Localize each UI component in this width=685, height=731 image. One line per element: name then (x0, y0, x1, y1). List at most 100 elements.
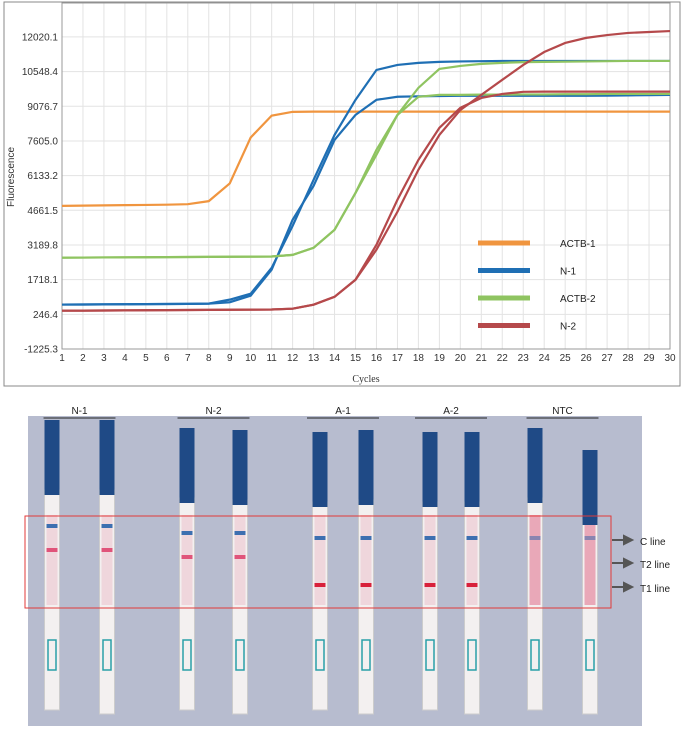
test-band (181, 555, 193, 559)
x-tick-label: 7 (185, 353, 191, 364)
x-axis-title: Cycles (352, 374, 379, 385)
y-tick-label: 12020.1 (22, 32, 59, 43)
arrow (612, 581, 635, 593)
strip-arrows (315, 639, 325, 671)
y-tick-label: 1718.1 (27, 275, 58, 286)
test-band (360, 536, 372, 540)
strip-cap (527, 428, 543, 503)
y-tick-label: -1225.3 (24, 345, 58, 356)
strip-window (360, 515, 372, 605)
x-tick-label: 1 (59, 353, 65, 364)
y-axis-title: Fluorescence (6, 147, 17, 207)
x-tick-label: 23 (518, 353, 530, 364)
strip-photo (28, 416, 642, 726)
arrow (612, 534, 635, 546)
data-line (61, 90, 670, 312)
strip-arrows (182, 639, 192, 671)
x-tick-label: 13 (308, 353, 320, 364)
x-tick-label: 29 (643, 353, 655, 364)
y-tick-label: 3189.8 (27, 240, 58, 251)
x-tick-label: 5 (143, 353, 149, 364)
strip-arrows (585, 639, 595, 671)
data-line (61, 92, 670, 259)
test-band (46, 548, 58, 552)
test-band (466, 583, 478, 587)
x-tick-label: 20 (455, 353, 467, 364)
test-band (529, 536, 541, 540)
strip-arrows (235, 639, 245, 671)
strips: N-1 N-2 A-1 A-2 NTC (43, 406, 599, 715)
strip-window (181, 515, 193, 605)
strip-window (466, 515, 478, 605)
strip-cap (464, 432, 480, 507)
strip-arrows (102, 639, 112, 671)
x-tick-label: 8 (206, 353, 212, 364)
group-label: A-2 (443, 406, 459, 417)
strip-cap (582, 450, 598, 525)
y-tick-label: 7605.0 (27, 136, 58, 147)
group-label: N-1 (71, 406, 88, 417)
x-tick-label: 26 (581, 353, 593, 364)
strip-cap (179, 428, 195, 503)
strip-window (101, 515, 113, 605)
y-tick-label: 4661.5 (27, 206, 58, 217)
test-band (424, 583, 436, 587)
strip-window (314, 515, 326, 605)
x-tick-label: 24 (539, 353, 551, 364)
x-tick-label: 15 (350, 353, 362, 364)
strip-cap (312, 432, 328, 507)
x-tick-label: 28 (623, 353, 635, 364)
strip-cap (232, 430, 248, 505)
chart-frame (3, 1, 681, 387)
test-band (234, 555, 246, 559)
test-band (314, 583, 326, 587)
x-tick-label: 19 (434, 353, 446, 364)
line-label: C line (640, 537, 666, 548)
strip-cap (358, 430, 374, 505)
line-label: T2 line (640, 560, 670, 571)
strip-cap (44, 420, 60, 495)
data-line (61, 110, 670, 207)
plot-border (61, 2, 671, 350)
x-tick-label: 9 (227, 353, 233, 364)
test-band (181, 531, 193, 535)
x-tick-label: 17 (392, 353, 404, 364)
strip-window (529, 515, 541, 605)
legend-label: ACTB-1 (560, 239, 596, 250)
strip-window (234, 515, 246, 605)
test-band (314, 536, 326, 540)
strip-arrows (467, 639, 477, 671)
legend-label: N-2 (560, 322, 577, 333)
group-label: N-2 (205, 406, 222, 417)
detection-zone (24, 515, 612, 609)
line-label: T1 line (640, 584, 670, 595)
legend-label: ACTB-2 (560, 294, 596, 305)
test-band (46, 524, 58, 528)
test-band (101, 524, 113, 528)
test-band (466, 536, 478, 540)
x-tick-label: 3 (101, 353, 107, 364)
group-label: NTC (552, 406, 573, 417)
strip-arrows (47, 639, 57, 671)
strip-arrows (425, 639, 435, 671)
x-tick-label: 6 (164, 353, 170, 364)
legend-label: N-1 (560, 267, 577, 278)
strip-arrows (361, 639, 371, 671)
arrow (612, 557, 635, 569)
x-tick-label: 11 (266, 353, 277, 364)
x-tick-label: 18 (413, 353, 425, 364)
strip-cap (422, 432, 438, 507)
x-tick-label: 4 (122, 353, 128, 364)
y-tick-label: 9076.7 (27, 102, 58, 113)
data-line (61, 93, 671, 306)
test-band (234, 531, 246, 535)
x-tick-label: 10 (245, 353, 257, 364)
test-band (584, 536, 596, 540)
test-band (360, 583, 372, 587)
test-band (101, 548, 113, 552)
test-band (424, 536, 436, 540)
x-tick-label: 27 (602, 353, 614, 364)
strip-window (424, 515, 436, 605)
y-tick-label: 6133.2 (27, 171, 58, 182)
